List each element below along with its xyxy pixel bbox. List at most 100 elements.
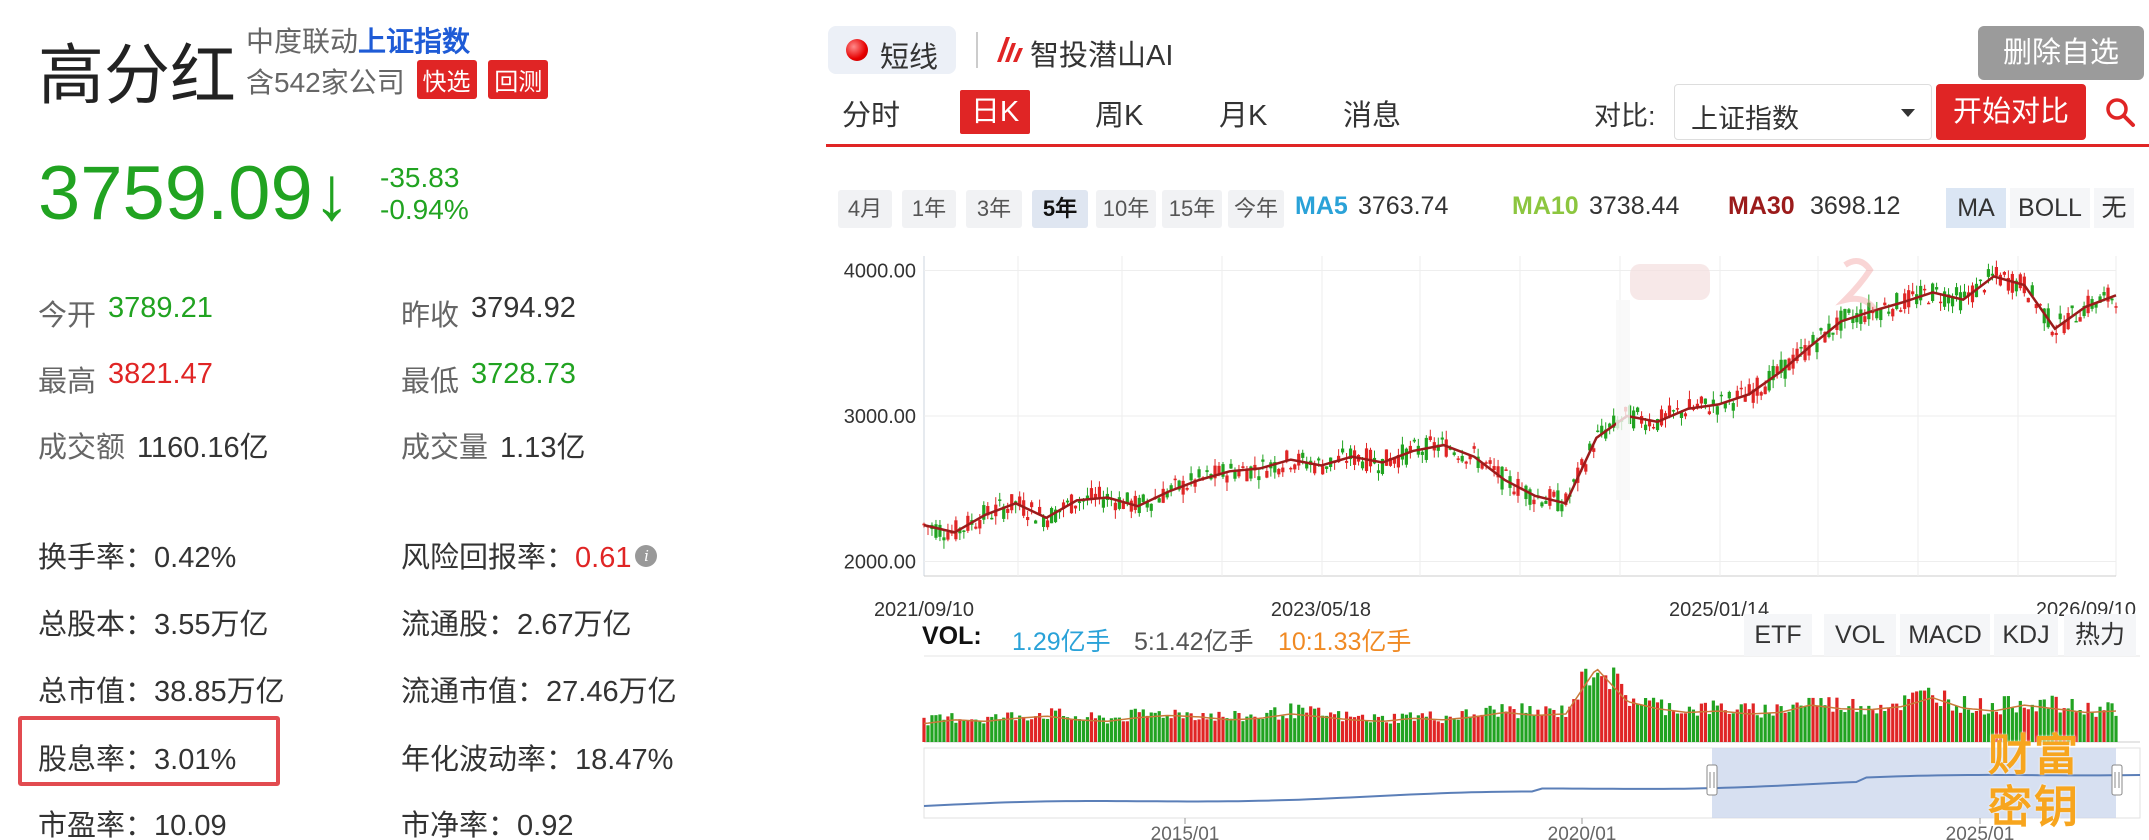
volume-bar (1408, 712, 1412, 742)
volume-bar (1209, 713, 1213, 742)
candle-body (1895, 293, 1899, 310)
ma30-value: 3698.12 (1810, 192, 1901, 220)
stat-value-low: 3728.73 (471, 358, 576, 390)
candle-body (1755, 377, 1759, 396)
indicator-boll[interactable]: BOLL (2010, 188, 2090, 228)
backtest-button[interactable]: 回测 (488, 60, 549, 99)
candle-body (1053, 509, 1058, 523)
indicator-vol[interactable]: VOL (1824, 614, 1896, 656)
candle-body (1412, 439, 1416, 442)
volume-bar (1456, 719, 1460, 742)
candle-body (1344, 460, 1349, 463)
volume-bar (1639, 704, 1644, 742)
volume-bar (1476, 715, 1480, 742)
period-10y[interactable]: 10年 (1096, 190, 1156, 228)
volume-bar (1081, 719, 1086, 742)
volume-bar (1827, 697, 1831, 742)
volume-bar (1588, 685, 1592, 742)
tab-daily-k[interactable]: 日K (960, 90, 1030, 134)
candle-body (1408, 445, 1412, 452)
tab-weekly-k[interactable]: 周K (1095, 100, 1144, 132)
volume-bar (1277, 719, 1281, 742)
volume-bar (1424, 716, 1428, 742)
period-3y[interactable]: 3年 (966, 190, 1022, 228)
candle-body (1177, 480, 1181, 490)
volume-bar (1069, 719, 1074, 742)
candle-body (1982, 289, 1987, 293)
ai-assistant-link[interactable]: 智投潜山AI (1030, 40, 1174, 72)
info-icon[interactable]: i (635, 545, 658, 567)
volume-bar (1835, 697, 1839, 742)
volume-bar (1727, 713, 1731, 742)
candle-body (1683, 413, 1688, 417)
candle-body (1743, 395, 1747, 402)
volume-bar (1057, 708, 1062, 742)
volume-bar (2042, 699, 2046, 742)
candle-body (2102, 292, 2106, 296)
volume-bar (1448, 716, 1452, 742)
candle-body (1141, 494, 1145, 503)
indicator-heat[interactable]: 热力 (2064, 614, 2136, 656)
indicator-macd[interactable]: MACD (1900, 614, 1990, 656)
volume-bar (1153, 712, 1157, 742)
metric-annual-volatility: 年化波动率：18.47% (401, 744, 674, 776)
ma10-label: MA10 (1512, 192, 1579, 220)
candle-body (1440, 437, 1444, 440)
candle-body (922, 523, 926, 526)
volume-bar (1376, 716, 1381, 742)
candle-body (1448, 448, 1452, 450)
candle-body (1265, 470, 1269, 478)
candle-body (1795, 348, 1799, 362)
tab-intraday[interactable]: 分时 (842, 100, 901, 132)
indicator-kdj[interactable]: KDJ (1994, 614, 2058, 656)
linkage-index-link[interactable]: 上证指数 (358, 26, 471, 57)
page-title: 高分红 (38, 37, 236, 114)
candle-body (1946, 294, 1951, 304)
period-5y[interactable]: 5年 (1032, 190, 1088, 228)
volume-bar (1743, 703, 1747, 742)
candle-body (1420, 451, 1424, 455)
volume-bar (1464, 709, 1468, 742)
volume-bar (1982, 714, 1987, 742)
candle-body (974, 526, 978, 529)
compare-select-value: 上证指数 (1691, 104, 1799, 134)
volume-bar (1177, 712, 1181, 742)
compare-select[interactable]: 上证指数 (1674, 84, 1932, 140)
metric-total-shares: 总股本：3.55万亿 (38, 609, 269, 641)
volume-bar (1193, 720, 1197, 742)
candle-body (1727, 391, 1731, 399)
volume-bar (1584, 668, 1588, 742)
candle-body (2026, 297, 2030, 303)
candle-body (1089, 488, 1094, 500)
volume-bar (1787, 711, 1791, 742)
volume-bar (998, 719, 1002, 742)
period-ytd[interactable]: 今年 (1228, 190, 1284, 228)
candle-body (2054, 332, 2058, 335)
candle-body (1588, 443, 1592, 451)
delete-watchlist-button[interactable]: 删除自选 (1978, 26, 2144, 80)
volume-bar (1548, 708, 1552, 742)
period-4m[interactable]: 4月 (838, 190, 892, 228)
quick-select-button[interactable]: 快选 (416, 60, 477, 99)
indicator-none[interactable]: 无 (2094, 188, 2134, 228)
search-icon[interactable] (2104, 96, 2136, 128)
tab-news[interactable]: 消息 (1343, 100, 1402, 132)
short-line-chip[interactable]: 短线 (828, 26, 956, 74)
start-compare-button[interactable]: 开始对比 (1936, 84, 2086, 140)
indicator-ma[interactable]: MA (1946, 188, 2006, 228)
volume-bar (990, 716, 994, 742)
period-1y[interactable]: 1年 (902, 190, 956, 228)
candle-body (1030, 502, 1034, 508)
indicator-etf[interactable]: ETF (1744, 614, 1812, 656)
candle-body (1400, 444, 1404, 460)
volume-bar (1612, 667, 1616, 742)
volume-bar (1544, 706, 1548, 742)
candle-body (1671, 410, 1676, 412)
volume-bar (1034, 716, 1038, 742)
period-15y[interactable]: 15年 (1162, 190, 1222, 228)
volume-bar (1711, 700, 1715, 742)
volume-bar (1344, 711, 1349, 742)
tab-monthly-k[interactable]: 月K (1219, 100, 1268, 132)
volume-bar (1942, 690, 1947, 742)
